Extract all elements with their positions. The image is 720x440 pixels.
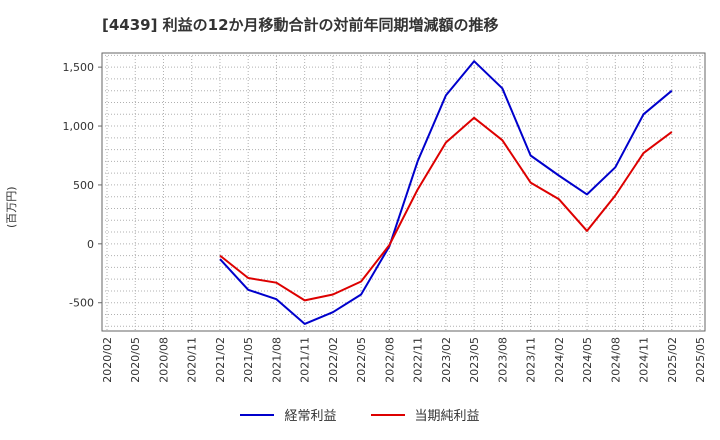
- x-tick-label: 2024/11: [638, 337, 651, 383]
- x-tick-label: 2024/08: [609, 337, 622, 383]
- x-tick-label: 2023/02: [440, 337, 453, 383]
- legend-item-ordinary-profit: 経常利益: [240, 405, 337, 424]
- x-tick-label: 2025/02: [666, 337, 679, 383]
- y-axis-ticks: -500 0 500 1,000 1,500: [63, 61, 102, 310]
- x-tick-label: 2020/11: [186, 337, 199, 383]
- x-tick-label: 2021/02: [214, 337, 227, 383]
- x-tick-label: 2025/05: [694, 337, 707, 383]
- x-tick-label: 2024/05: [581, 337, 594, 383]
- legend-swatch-red: [370, 413, 405, 416]
- legend: 経常利益 当期純利益: [0, 405, 720, 424]
- x-tick-label: 2022/05: [355, 337, 368, 383]
- x-tick-label: 2020/08: [157, 337, 170, 383]
- x-tick-label: 2022/08: [383, 337, 396, 383]
- legend-swatch-blue: [240, 413, 275, 416]
- x-tick-label: 2021/05: [242, 337, 255, 383]
- legend-label-ordinary-profit: 経常利益: [284, 409, 337, 424]
- legend-label-net-profit: 当期純利益: [414, 409, 480, 424]
- y-tick-label: 1,500: [63, 61, 95, 74]
- x-tick-label: 2022/02: [327, 337, 340, 383]
- y-tick-label: -500: [69, 297, 94, 310]
- x-tick-label: 2020/02: [101, 337, 114, 383]
- chart-title: [4439] 利益の12か月移動合計の対前年同期増減額の推移: [102, 16, 499, 34]
- y-tick-label: 500: [73, 179, 94, 192]
- y-tick-label: 1,000: [63, 120, 95, 133]
- legend-item-net-profit: 当期純利益: [370, 405, 480, 424]
- x-tick-label: 2024/02: [553, 337, 566, 383]
- x-tick-label: 2020/05: [129, 337, 142, 383]
- x-tick-label: 2021/11: [299, 337, 312, 383]
- series-line-ordinary-profit: [219, 60, 673, 325]
- x-tick-label: 2023/05: [468, 337, 481, 383]
- x-axis-ticks: 2020/02 2020/05 2020/08 2020/11 2021/02 2021/…: [101, 337, 707, 383]
- grid-lines: [102, 53, 705, 331]
- plot-area: [101, 52, 706, 332]
- x-tick-label: 2023/11: [525, 337, 538, 383]
- x-tick-label: 2022/11: [412, 337, 425, 383]
- x-tick-label: 2023/08: [496, 337, 509, 383]
- series-lines: [219, 60, 673, 325]
- y-tick-label: 0: [87, 238, 94, 251]
- series-line-net-profit: [219, 116, 673, 302]
- x-tick-label: 2021/08: [270, 337, 283, 383]
